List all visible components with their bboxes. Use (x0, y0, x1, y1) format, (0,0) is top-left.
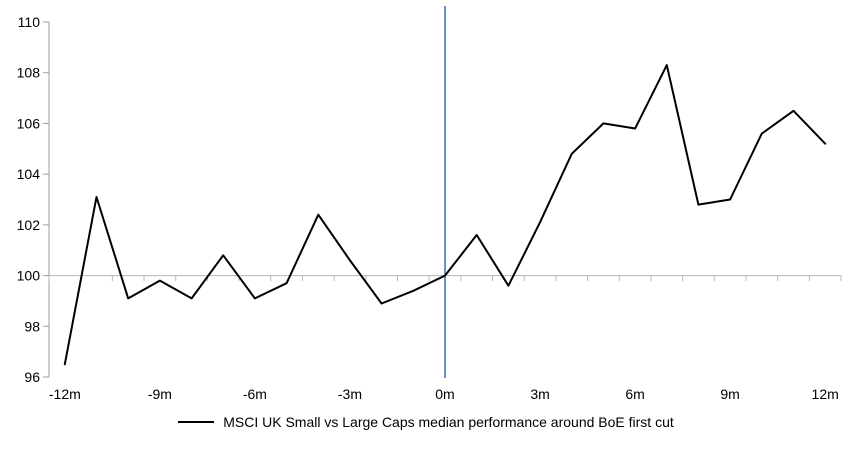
x-axis-tick-label: 12m (812, 386, 839, 402)
x-axis-tick-label: -9m (148, 386, 172, 402)
y-axis-tick-label: 98 (24, 318, 40, 334)
y-axis-tick-label: 102 (17, 217, 41, 233)
x-axis-tick-label: 3m (530, 386, 549, 402)
y-axis-tick-label: 108 (17, 65, 41, 81)
x-axis-tick-label: 6m (625, 386, 644, 402)
y-axis-tick-label: 100 (17, 268, 41, 284)
legend-line-swatch (178, 421, 215, 423)
y-axis-tick-label: 110 (18, 14, 41, 30)
y-axis-tick-label: 106 (17, 115, 41, 131)
x-axis-tick-label: 0m (435, 386, 454, 402)
series-line-msci (63, 64, 827, 366)
x-axis-tick-label: 9m (720, 386, 739, 402)
legend-label: MSCI UK Small vs Large Caps median perfo… (223, 414, 674, 430)
y-axis-tick-label: 104 (17, 166, 41, 182)
y-axis-tick-label: 96 (24, 369, 40, 385)
x-axis-tick-label: -12m (49, 386, 81, 402)
x-axis-tick-label: -6m (243, 386, 267, 402)
legend: MSCI UK Small vs Large Caps median perfo… (0, 414, 852, 430)
x-axis-tick-label: -3m (338, 386, 362, 402)
